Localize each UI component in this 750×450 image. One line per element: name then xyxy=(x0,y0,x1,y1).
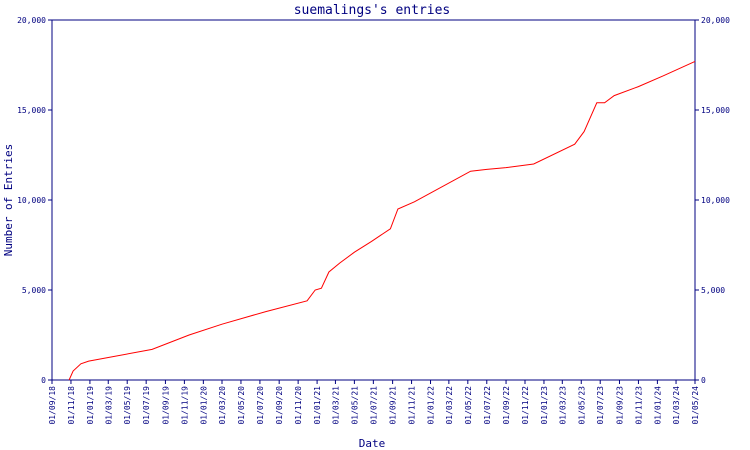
y-tick-label-left: 15,000 xyxy=(17,106,46,115)
y-axis-ticks: 0 0 5,000 5,000 10,000 10,000 15,000 15,000 20,0… xyxy=(17,16,730,385)
x-tick-label: 01/01/19 xyxy=(86,386,95,425)
y-tick-label-left: 10,000 xyxy=(17,196,46,205)
x-tick-label: 01/07/19 xyxy=(142,386,151,425)
x-tick-label: 01/01/20 xyxy=(199,386,208,425)
y-tick-label-right: 20,000 xyxy=(701,16,730,25)
y-tick-label-right: 5,000 xyxy=(701,286,725,295)
y-tick-label-left: 20,000 xyxy=(17,16,46,25)
x-tick-label: 01/11/18 xyxy=(67,386,76,425)
x-tick-label: 01/09/18 xyxy=(48,386,57,425)
y-tick-label-right: 10,000 xyxy=(701,196,730,205)
y-axis-label: Number of Entries xyxy=(2,144,15,257)
x-tick-label: 01/03/24 xyxy=(672,386,681,425)
x-tick-label: 01/01/22 xyxy=(427,386,436,425)
y-tick-label-right: 15,000 xyxy=(701,106,730,115)
x-tick-label: 01/07/22 xyxy=(483,386,492,425)
x-tick-label: 01/11/19 xyxy=(180,386,189,425)
x-tick-label: 01/11/20 xyxy=(294,386,303,425)
x-tick-label: 01/09/19 xyxy=(161,386,170,425)
x-tick-label: 01/05/23 xyxy=(577,386,586,425)
y-tick-label-right: 0 xyxy=(701,376,706,385)
x-tick-label: 01/09/20 xyxy=(275,386,284,425)
x-tick-label: 01/05/22 xyxy=(464,386,473,425)
x-tick-label: 01/07/23 xyxy=(596,386,605,425)
x-tick-label: 01/05/20 xyxy=(237,386,246,425)
x-tick-label: 01/05/24 xyxy=(691,386,700,425)
x-tick-label: 01/03/20 xyxy=(218,386,227,425)
x-tick-label: 01/09/22 xyxy=(502,386,511,425)
x-tick-label: 01/01/24 xyxy=(653,386,662,425)
x-tick-label: 01/01/21 xyxy=(313,386,322,425)
series-group xyxy=(68,60,696,381)
plot-area-frame xyxy=(51,19,696,381)
x-tick-label: 01/11/22 xyxy=(521,386,530,425)
x-tick-label: 01/03/19 xyxy=(104,386,113,425)
x-axis-ticks: 01/09/18 01/11/18 01/01/19 01/03/19 01/05/19… xyxy=(48,380,700,425)
x-tick-label: 01/05/21 xyxy=(350,386,359,425)
x-tick-label: 01/03/23 xyxy=(558,386,567,425)
x-tick-label: 01/01/23 xyxy=(540,386,549,425)
x-axis-label: Date xyxy=(359,437,386,450)
x-tick-label: 01/11/23 xyxy=(634,386,643,425)
x-tick-label: 01/11/21 xyxy=(408,386,417,425)
x-tick-label: 01/07/20 xyxy=(256,386,265,425)
x-tick-label: 01/09/21 xyxy=(389,386,398,425)
x-tick-label: 01/03/21 xyxy=(331,386,340,425)
series-line xyxy=(68,60,696,381)
y-tick-label-left: 5,000 xyxy=(22,286,46,295)
x-tick-label: 01/07/21 xyxy=(369,386,378,425)
y-tick-label-left: 0 xyxy=(41,376,46,385)
chart-title: suemalings's entries xyxy=(294,3,451,18)
x-tick-label: 01/05/19 xyxy=(123,386,132,425)
x-tick-label: 01/09/23 xyxy=(615,386,624,425)
x-tick-label: 01/03/22 xyxy=(445,386,454,425)
